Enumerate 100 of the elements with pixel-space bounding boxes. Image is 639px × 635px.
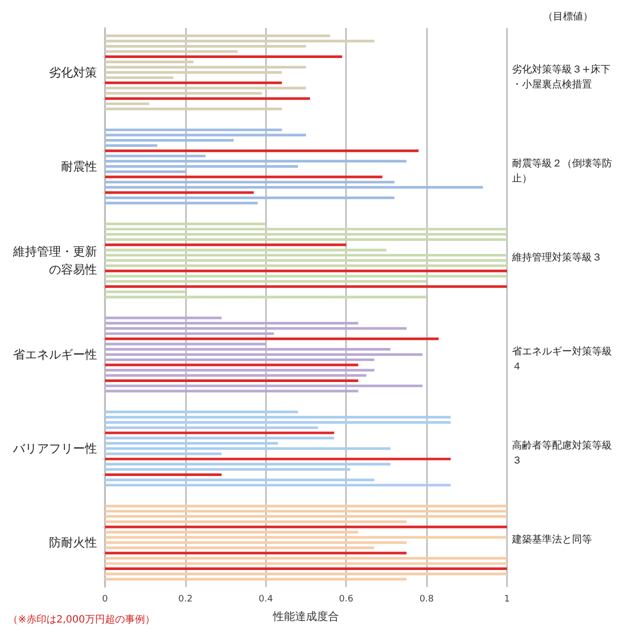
text: 省エネルギー対策等級４ (512, 346, 612, 373)
bar (105, 353, 423, 356)
bar (105, 222, 266, 226)
bar (105, 180, 394, 184)
bar (105, 358, 374, 362)
bar (105, 50, 238, 53)
bar (105, 468, 350, 471)
bar (105, 526, 507, 528)
bar (105, 280, 427, 283)
bar (105, 546, 374, 550)
bar (105, 244, 346, 246)
y-tick-label: 防耐火性 (49, 536, 97, 550)
bar (105, 452, 222, 456)
bar (105, 484, 451, 486)
bar (105, 368, 374, 372)
bar (105, 233, 507, 236)
bar (105, 82, 282, 84)
x-tick-label: 0.6 (339, 594, 354, 604)
bar (105, 92, 262, 95)
bar (105, 259, 507, 262)
bar (105, 149, 419, 152)
bar (105, 426, 318, 429)
bar (105, 160, 406, 163)
bar (105, 436, 334, 440)
bar (105, 274, 507, 278)
bar (105, 60, 194, 64)
bar (105, 348, 390, 351)
bar (105, 76, 174, 79)
bar (105, 520, 406, 523)
bar (105, 34, 330, 38)
bar (105, 384, 423, 388)
bar (105, 562, 507, 565)
y-tick-label: 劣化対策 (49, 65, 97, 80)
bar (105, 364, 358, 366)
bar (105, 432, 334, 434)
bar (105, 196, 394, 200)
bar (105, 447, 390, 450)
bar (105, 86, 306, 90)
bar (105, 228, 507, 230)
bar (105, 390, 358, 392)
bar (105, 55, 342, 58)
bar (105, 128, 282, 132)
bar (105, 332, 274, 335)
bar (105, 556, 507, 560)
text: 建築基準法と同等 (511, 534, 592, 546)
bar (105, 541, 406, 544)
bar (105, 338, 439, 340)
bar (105, 154, 206, 158)
bar (105, 296, 427, 298)
x-tick-label: 0 (102, 594, 108, 604)
bar (105, 379, 358, 382)
text: 維持管理対策等級３ (511, 251, 602, 264)
bar (105, 462, 390, 466)
bar (105, 144, 158, 147)
bar (105, 504, 507, 508)
bar (105, 421, 451, 424)
bar (105, 270, 507, 272)
bar (105, 342, 266, 346)
text: （※赤印は2,000万円超の事例） (8, 614, 156, 626)
y-tick-label: 省エネルギー性 (13, 348, 97, 362)
bar (105, 170, 186, 173)
bar (105, 202, 258, 204)
bar (105, 552, 406, 554)
bar (105, 66, 306, 68)
bar (105, 102, 150, 106)
bar (105, 134, 306, 136)
text: 高齢者等配慮対策等級３ (512, 440, 612, 467)
bar (105, 238, 507, 241)
bar (105, 458, 451, 460)
bar (105, 327, 406, 330)
bar (105, 578, 406, 580)
bar (105, 515, 507, 518)
text: 劣化対策等級３+床下・小屋裏点検措置 (512, 63, 610, 90)
bar (105, 176, 382, 178)
bar (105, 322, 358, 324)
bar (105, 572, 507, 576)
bar (105, 478, 374, 482)
bar (105, 108, 282, 110)
bar (105, 416, 451, 419)
x-tick-label: 1 (504, 594, 510, 604)
y-tick-label: バリアフリー性 (12, 442, 97, 456)
bar (105, 374, 366, 377)
bar (105, 536, 507, 539)
bar (105, 186, 483, 189)
bar (105, 285, 507, 288)
y-tick-label: 維持管理・更新の容易性 (12, 244, 97, 276)
bar (105, 97, 310, 100)
text: 耐震等級２（倒壊等防止） (512, 157, 612, 184)
bar (105, 165, 298, 168)
bar (105, 254, 507, 257)
bar (105, 530, 358, 534)
bar (105, 410, 298, 414)
bar (105, 290, 186, 294)
bar (105, 442, 278, 445)
bar (105, 71, 282, 74)
x-tick-label: 0.8 (419, 594, 434, 604)
bar (105, 316, 222, 320)
bar (105, 248, 386, 252)
bar (105, 510, 507, 513)
bar (105, 139, 234, 142)
